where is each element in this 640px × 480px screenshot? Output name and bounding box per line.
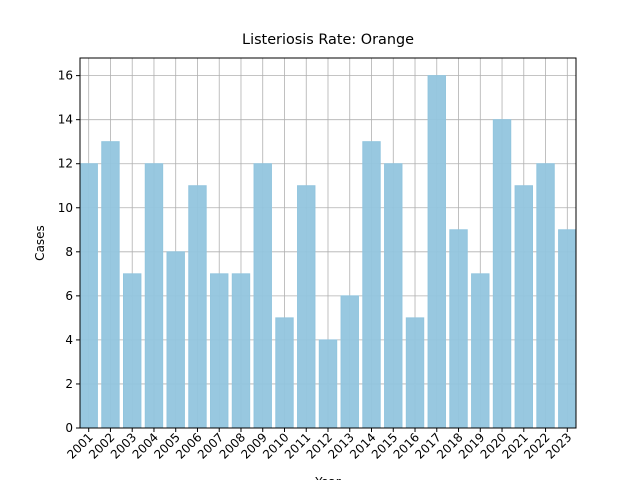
y-tick-label: 16: [58, 69, 73, 83]
y-axis-label: Cases: [33, 225, 47, 261]
bar: [492, 119, 512, 429]
bar: [231, 273, 251, 429]
bar: [471, 273, 490, 429]
bar: [79, 163, 98, 429]
bar: [514, 185, 533, 429]
bar: [362, 141, 381, 429]
bar: [558, 229, 577, 429]
bar: [144, 163, 164, 429]
y-tick-label: 4: [65, 333, 73, 347]
bar: [297, 185, 316, 429]
bar: [253, 163, 272, 429]
plot-frame: [79, 57, 577, 429]
chart-title: Listeriosis Rate: Orange: [242, 32, 414, 48]
bar: [275, 317, 294, 429]
bar: [449, 229, 468, 429]
bar: [318, 339, 338, 429]
bar: [188, 185, 207, 429]
bar: [210, 273, 229, 429]
bar: [166, 251, 185, 429]
bar: [101, 141, 120, 429]
x-axis-label: Year: [314, 475, 340, 480]
y-tick-label: 12: [58, 157, 73, 171]
bar: [384, 163, 403, 429]
bar: [405, 317, 425, 429]
y-tick-label: 0: [65, 421, 73, 435]
y-tick-label: 6: [65, 289, 73, 303]
y-tick-label: 8: [65, 245, 73, 259]
y-tick-label: 10: [58, 201, 73, 215]
bar: [427, 75, 446, 429]
bar: [340, 295, 359, 429]
y-tick-label: 2: [65, 377, 73, 391]
x-tick-label: 2023: [543, 430, 574, 461]
y-tick-label: 14: [58, 113, 73, 127]
bar: [536, 163, 555, 429]
bar: [123, 273, 142, 429]
